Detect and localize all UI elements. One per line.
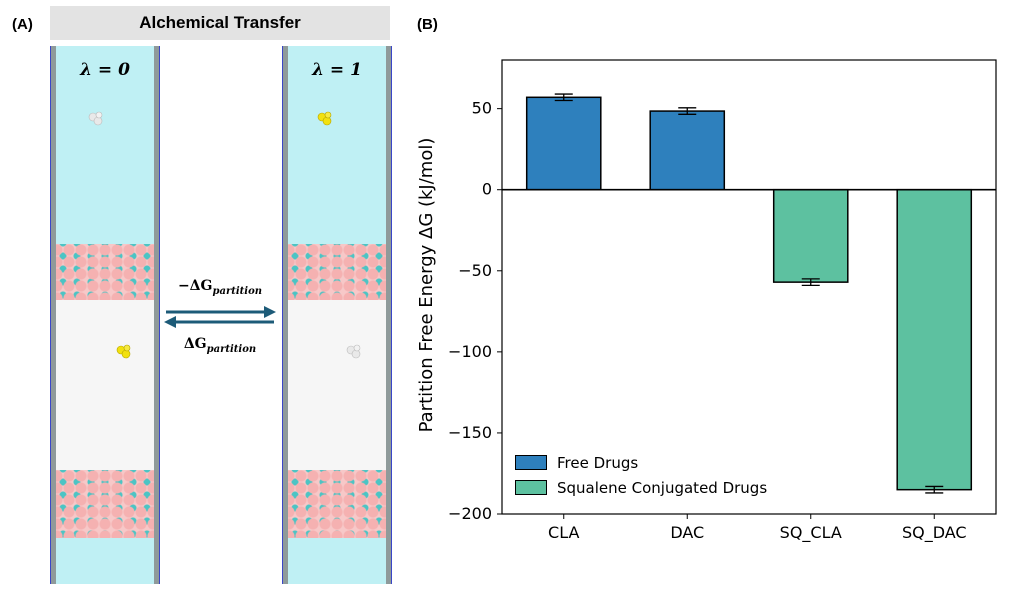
- y-tick-label: −50: [458, 261, 492, 280]
- membrane-upper-leaflet: [283, 244, 391, 300]
- drug-active-molecule: [317, 111, 332, 126]
- x-tick-label: SQ_DAC: [902, 523, 967, 543]
- panel-b-label: (B): [417, 16, 438, 33]
- x-tick-label: CLA: [548, 523, 579, 542]
- x-tick-label: SQ_CLA: [780, 523, 842, 543]
- drug-ghost-molecule: [88, 111, 103, 126]
- plot-frame: [501, 59, 997, 515]
- y-tick-label: −150: [448, 423, 492, 442]
- simulation-box-lambda-1: λ = 1: [282, 46, 392, 584]
- y-axis-label: Partition Free Energy ΔG (kJ/mol): [416, 138, 437, 433]
- alchemical-transfer-title: Alchemical Transfer: [50, 6, 390, 40]
- bar-sq-dac: [896, 188, 973, 491]
- legend-entry: Squalene Conjugated Drugs: [515, 475, 767, 500]
- chart-legend: Free Drugs Squalene Conjugated Drugs: [515, 450, 767, 500]
- drug-active-molecule: [116, 344, 131, 359]
- bar-dac: [649, 110, 726, 191]
- panel-a-label: (A): [12, 16, 33, 33]
- legend-swatch-free-drugs: [515, 455, 547, 470]
- lambda-1-label: λ = 1: [312, 60, 362, 80]
- membrane-lower-leaflet: [51, 470, 159, 538]
- y-tick-label: 50: [472, 99, 492, 118]
- legend-entry: Free Drugs: [515, 450, 767, 475]
- y-tick-label: −200: [448, 504, 492, 523]
- legend-swatch-squalene-conjugated: [515, 480, 547, 495]
- y-tick-label: −100: [448, 342, 492, 361]
- lambda-0-label: λ = 0: [80, 60, 130, 80]
- x-tick-label: DAC: [670, 523, 704, 542]
- bar-cla: [525, 96, 602, 191]
- membrane-lower-leaflet: [283, 470, 391, 538]
- bar-sq-cla: [772, 188, 849, 283]
- reverse-delta-g-label: ΔGpartition: [183, 336, 257, 355]
- legend-label-squalene-conjugated: Squalene Conjugated Drugs: [557, 478, 768, 497]
- transfer-arrows: −ΔGpartition ΔGpartition: [160, 270, 280, 370]
- drug-ghost-molecule: [346, 344, 361, 359]
- membrane-upper-leaflet: [51, 244, 159, 300]
- legend-label-free-drugs: Free Drugs: [557, 453, 639, 472]
- y-tick-label: 0: [482, 180, 492, 199]
- simulation-box-lambda-0: λ = 0: [50, 46, 160, 584]
- double-arrow-icon: [164, 306, 276, 328]
- forward-delta-g-label: −ΔGpartition: [177, 278, 263, 297]
